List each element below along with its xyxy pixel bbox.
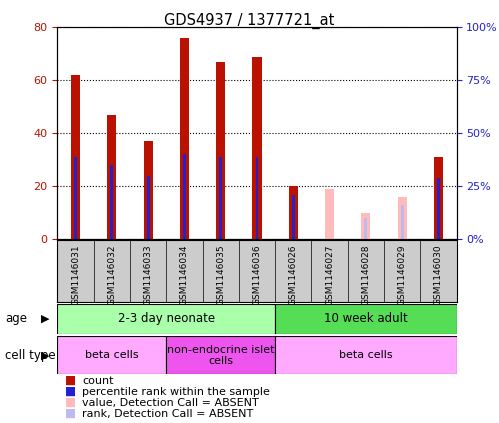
Bar <box>147 176 150 239</box>
Bar <box>401 205 404 239</box>
Text: GSM1146028: GSM1146028 <box>361 245 370 305</box>
Bar <box>57 336 166 374</box>
Text: GSM1146031: GSM1146031 <box>71 245 80 305</box>
Text: age: age <box>5 313 27 325</box>
Text: GSM1146029: GSM1146029 <box>398 245 407 305</box>
Text: GSM1146027: GSM1146027 <box>325 245 334 305</box>
Text: GSM1146026: GSM1146026 <box>289 245 298 305</box>
Text: GSM1146034: GSM1146034 <box>180 245 189 305</box>
Text: ■: ■ <box>65 396 76 409</box>
Text: GSM1146032: GSM1146032 <box>107 245 116 305</box>
Bar <box>275 304 457 334</box>
Text: GDS4937 / 1377721_at: GDS4937 / 1377721_at <box>164 13 335 29</box>
Bar <box>437 178 440 239</box>
Text: rank, Detection Call = ABSENT: rank, Detection Call = ABSENT <box>82 409 253 419</box>
Text: ■: ■ <box>65 374 76 387</box>
Text: ■: ■ <box>65 407 76 420</box>
Bar <box>107 115 116 239</box>
Bar <box>166 336 275 374</box>
Text: 10 week adult: 10 week adult <box>324 313 408 325</box>
Bar <box>219 157 222 239</box>
Bar <box>183 154 186 239</box>
Bar <box>180 38 189 239</box>
Text: cell type: cell type <box>5 349 55 362</box>
Text: GSM1146035: GSM1146035 <box>216 245 225 305</box>
Bar <box>110 165 113 239</box>
Text: ▶: ▶ <box>41 314 50 324</box>
Bar <box>398 197 407 239</box>
Text: ■: ■ <box>65 385 76 398</box>
Text: count: count <box>82 376 114 386</box>
Text: beta cells: beta cells <box>339 350 393 360</box>
Bar <box>275 336 457 374</box>
Text: percentile rank within the sample: percentile rank within the sample <box>82 387 270 397</box>
Bar <box>361 213 370 239</box>
Text: ▶: ▶ <box>41 350 50 360</box>
Bar <box>255 157 258 239</box>
Bar <box>289 186 298 239</box>
Text: value, Detection Call = ABSENT: value, Detection Call = ABSENT <box>82 398 259 408</box>
Text: GSM1146036: GSM1146036 <box>252 245 261 305</box>
Bar <box>364 218 367 239</box>
Text: 2-3 day neonate: 2-3 day neonate <box>118 313 215 325</box>
Bar <box>144 141 153 239</box>
Bar <box>292 195 295 239</box>
Text: GSM1146030: GSM1146030 <box>434 245 443 305</box>
Text: GSM1146033: GSM1146033 <box>144 245 153 305</box>
Text: non-endocrine islet
cells: non-endocrine islet cells <box>167 344 274 366</box>
Bar <box>74 157 77 239</box>
Bar <box>71 75 80 239</box>
Bar <box>252 57 261 239</box>
Bar <box>57 304 275 334</box>
Bar <box>216 62 225 239</box>
Bar <box>325 189 334 239</box>
Bar <box>434 157 443 239</box>
Text: beta cells: beta cells <box>85 350 139 360</box>
